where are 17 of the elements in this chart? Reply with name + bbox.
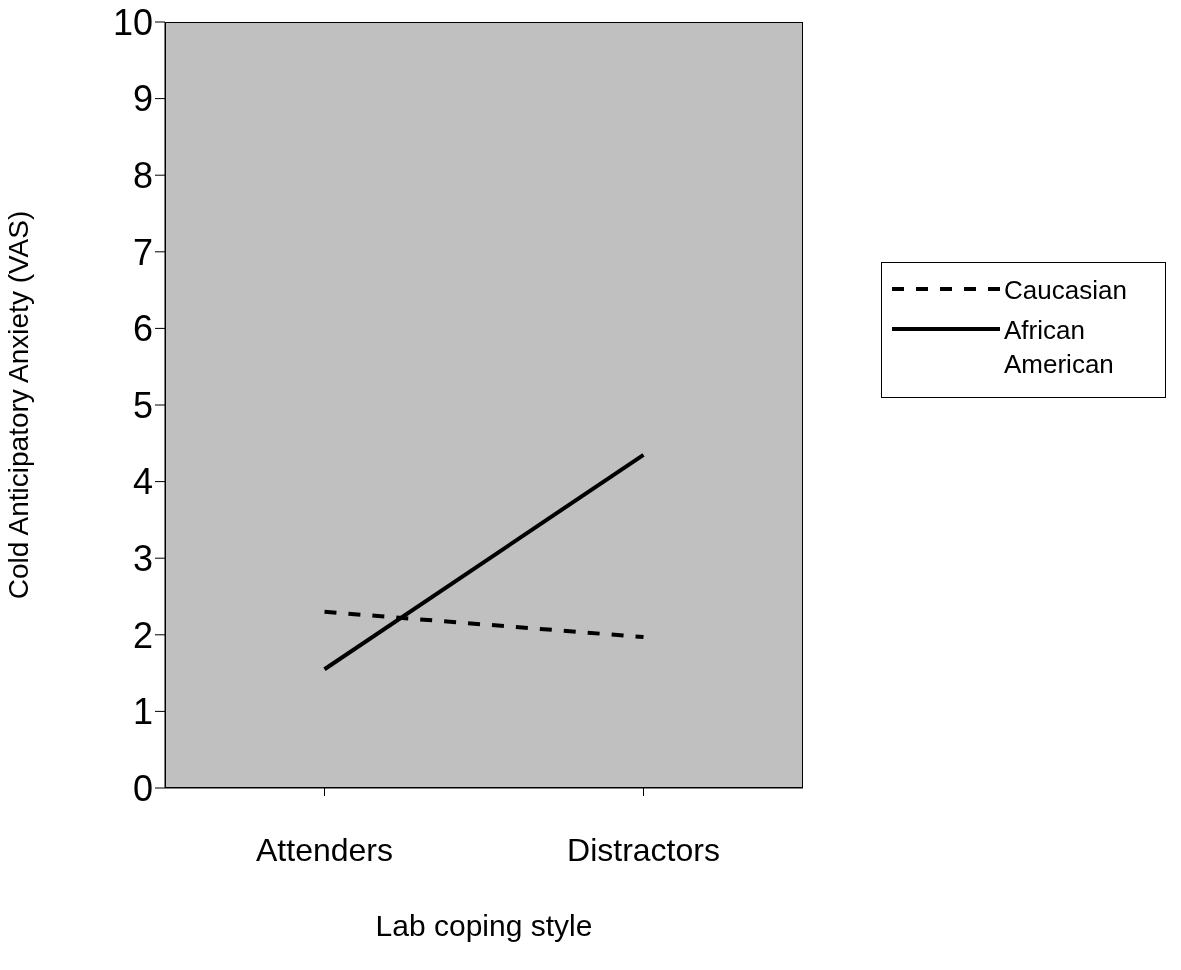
y-tick-label: 1 xyxy=(132,691,153,733)
legend-label: African American xyxy=(1004,314,1115,381)
y-tick-label: 6 xyxy=(132,308,153,350)
y-tick-label: 8 xyxy=(132,154,153,196)
y-tick-label: 5 xyxy=(132,384,153,426)
y-tick-label: 4 xyxy=(132,461,153,503)
x-tick-label: Attenders xyxy=(256,831,393,868)
y-tick-label: 2 xyxy=(132,614,153,656)
y-tick-label: 3 xyxy=(132,537,153,579)
y-axis-title: Cold Anticipatory Anxiety (VAS) xyxy=(2,210,34,600)
y-tick-label: 0 xyxy=(132,767,153,809)
y-tick-label: 9 xyxy=(132,78,153,120)
y-tick-label: 10 xyxy=(112,1,153,43)
y-tick-label: 7 xyxy=(132,231,153,273)
x-tick-label: Distractors xyxy=(567,831,720,868)
legend-label: Caucasian xyxy=(1004,274,1127,307)
x-axis-title: Lab coping style xyxy=(375,909,593,942)
